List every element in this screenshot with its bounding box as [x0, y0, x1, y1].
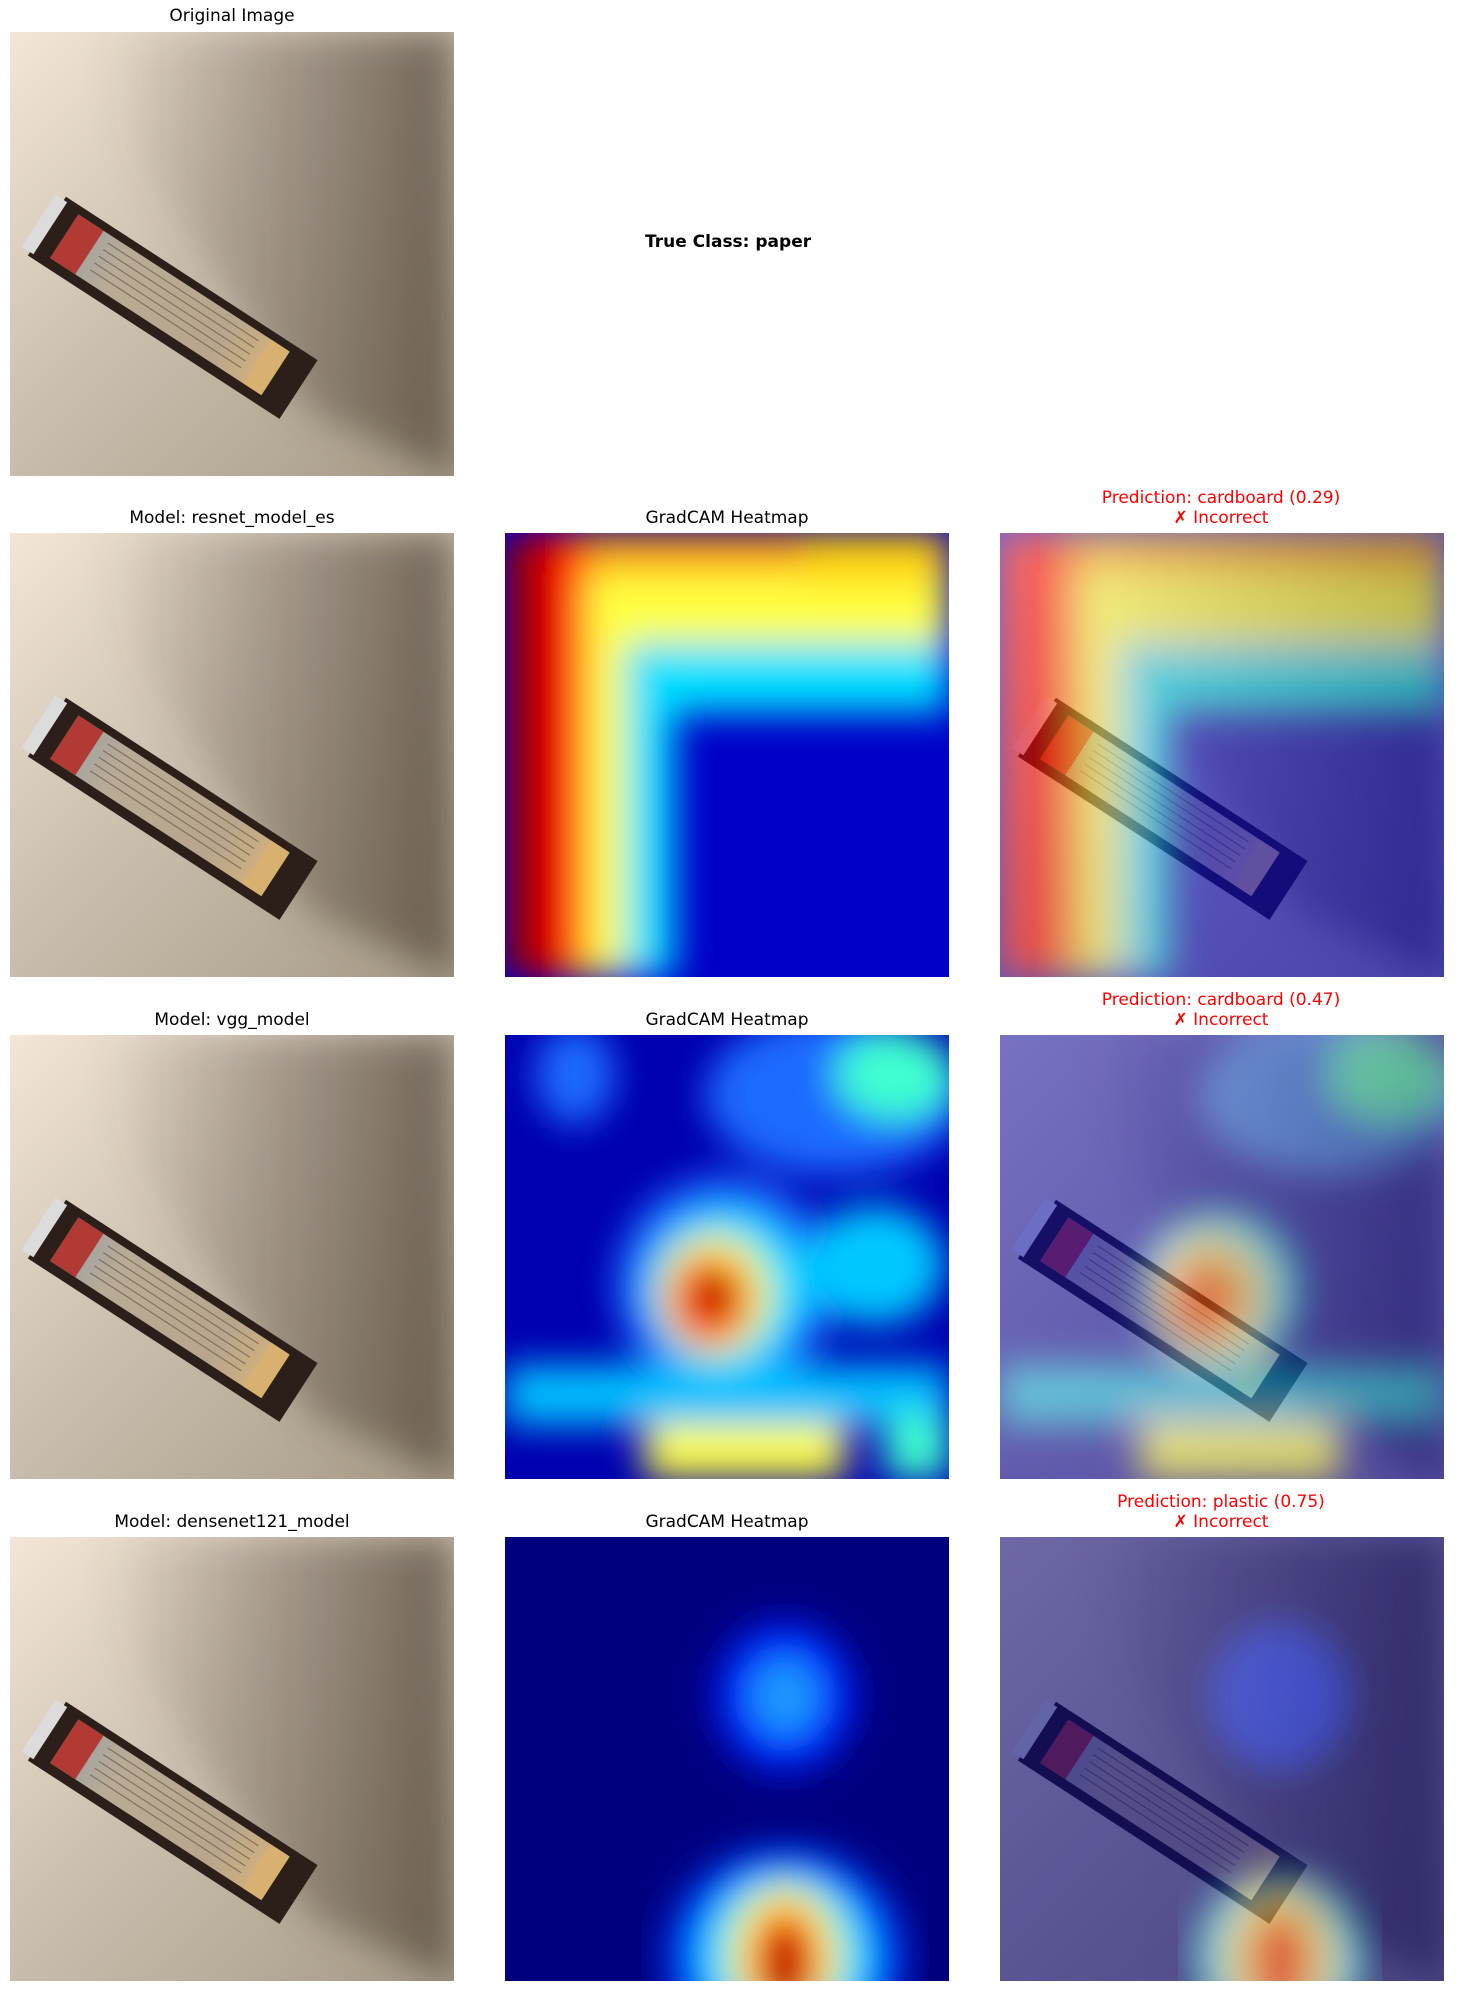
verdict-densenet: ✗ Incorrect: [1173, 1512, 1269, 1532]
gradcam-heatmap-densenet: [505, 1537, 949, 1981]
heatmap-title-resnet: GradCAM Heatmap: [645, 508, 809, 528]
original-image-title: Original Image: [169, 6, 295, 26]
true-class-label: True Class: paper: [645, 232, 812, 252]
gradcam-heatmap-resnet: [505, 533, 949, 977]
verdict-resnet: ✗ Incorrect: [1173, 508, 1269, 528]
prediction-resnet: Prediction: cardboard (0.29): [1101, 488, 1341, 508]
original-image: [10, 32, 454, 476]
heatmap-title-vgg: GradCAM Heatmap: [645, 1010, 809, 1030]
original-image-vgg: [10, 1035, 454, 1479]
verdict-vgg: ✗ Incorrect: [1173, 1010, 1269, 1030]
prediction-densenet: Prediction: plastic (0.75): [1117, 1492, 1325, 1512]
gradcam-heatmap-vgg: [505, 1035, 949, 1479]
overlay-vgg: [1000, 1035, 1444, 1479]
model-title-vgg: Model: vgg_model: [154, 1010, 310, 1030]
heatmap-title-densenet: GradCAM Heatmap: [645, 1512, 809, 1532]
original-image-densenet: [10, 1537, 454, 1981]
model-title-densenet: Model: densenet121_model: [114, 1512, 350, 1532]
model-title-resnet: Model: resnet_model_es: [129, 508, 335, 528]
prediction-vgg: Prediction: cardboard (0.47): [1101, 990, 1341, 1010]
overlay-resnet: [1000, 533, 1444, 977]
overlay-densenet: [1000, 1537, 1444, 1981]
original-image-resnet: [10, 533, 454, 977]
